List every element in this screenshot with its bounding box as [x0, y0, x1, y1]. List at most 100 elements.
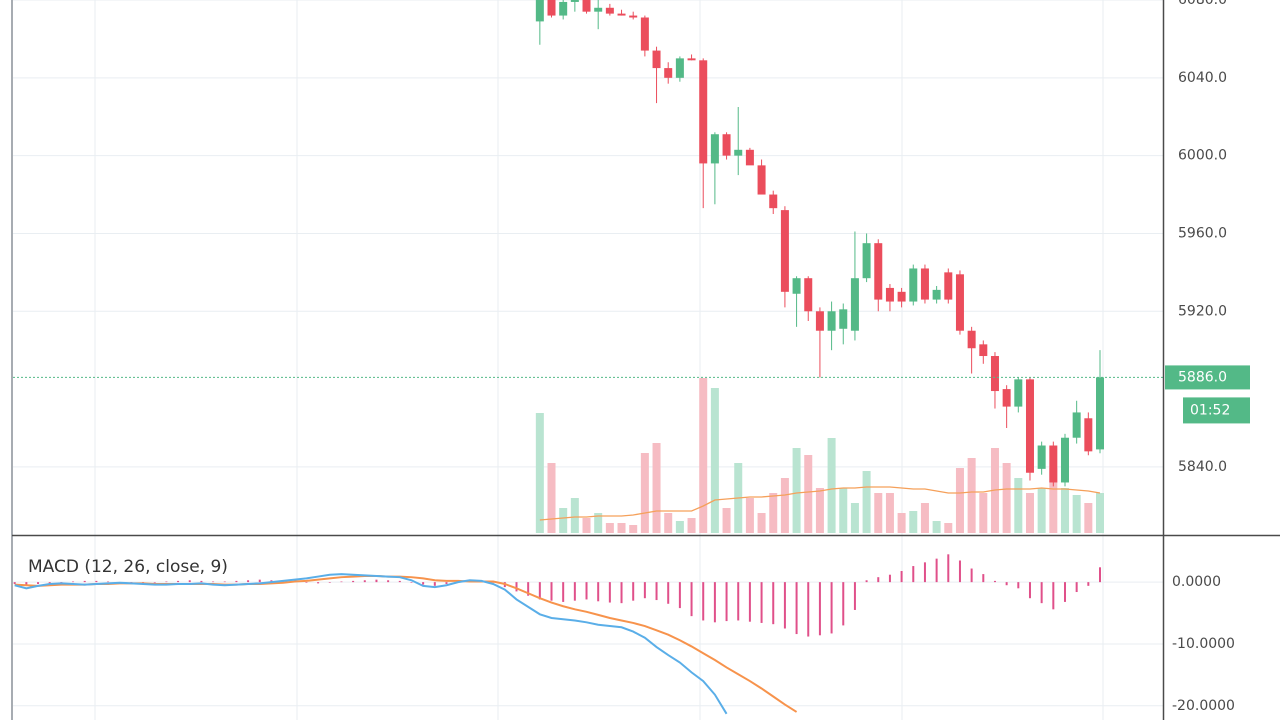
histogram-bar: [317, 582, 320, 584]
histogram-bar: [667, 582, 670, 604]
histogram-bar: [363, 580, 366, 583]
candle-body: [1002, 389, 1011, 407]
candle-body: [815, 311, 824, 331]
histogram-bar: [888, 574, 891, 583]
volume-bar: [769, 493, 778, 533]
candle-body: [1084, 418, 1093, 452]
histogram-bar: [585, 582, 588, 600]
histogram-bar: [772, 582, 775, 625]
candle-body: [897, 291, 906, 302]
histogram-bar: [643, 582, 646, 599]
macd-line: [14, 573, 728, 715]
volume-bar: [1060, 488, 1069, 533]
histogram-bar: [410, 582, 413, 583]
candle-body: [722, 134, 731, 156]
volume-bar: [687, 518, 696, 533]
macd-layer: [13, 554, 1101, 715]
histogram-bar: [72, 581, 75, 583]
histogram-bar: [982, 574, 985, 583]
histogram-bar: [212, 581, 215, 583]
candle-body: [874, 243, 883, 300]
histogram-bar: [375, 579, 378, 583]
histogram-bar: [258, 579, 261, 583]
histogram-bar: [958, 560, 961, 583]
histogram-bar: [1087, 582, 1090, 586]
volume-bar: [1084, 503, 1093, 533]
histogram-bar: [550, 582, 553, 601]
histogram-bar: [433, 582, 436, 586]
histogram-bar: [970, 568, 973, 583]
volume-bar: [652, 443, 661, 533]
candle-body: [920, 268, 929, 300]
histogram-bar: [573, 582, 576, 601]
volume-bar: [629, 525, 638, 533]
price-grid: [13, 0, 1163, 468]
candle-body: [827, 311, 836, 331]
candle-body: [804, 278, 813, 312]
last-price-label: 5886.0: [1178, 369, 1227, 385]
candle-body: [710, 134, 719, 164]
histogram-bar: [655, 582, 658, 601]
histogram-bar: [445, 582, 448, 584]
histogram-bar: [387, 580, 390, 583]
candle-body: [687, 58, 696, 61]
candle-body: [967, 330, 976, 349]
volume-bar: [792, 448, 801, 533]
countdown-label: 01:52: [1190, 402, 1230, 418]
candle-body: [1060, 437, 1069, 483]
candle-body: [629, 15, 638, 18]
histogram-bar: [947, 554, 950, 583]
candle-body: [734, 149, 743, 156]
candle-body: [1072, 412, 1081, 438]
candle-body: [570, 0, 579, 2]
volume-bar: [1049, 468, 1058, 533]
volume-bar: [1002, 463, 1011, 533]
histogram-bar: [900, 571, 903, 583]
histogram-bar: [993, 580, 996, 583]
candle-body: [979, 344, 988, 357]
volume-bar: [932, 521, 941, 533]
volume-bar: [979, 493, 988, 533]
histogram-bar: [865, 580, 868, 583]
histogram-bar: [25, 582, 28, 585]
volume-bar: [722, 508, 731, 533]
axis-labels: 5840.0 5920.0 5960.0 6000.0 6040.0 6080.0 5886…: [1165, 0, 1250, 714]
volume-bar: [582, 518, 591, 533]
volume-bar: [1072, 495, 1081, 533]
volume-bar: [617, 523, 626, 533]
y-tick-label: -20.0000: [1172, 698, 1235, 714]
volume-bar: [862, 471, 871, 533]
histogram-bar: [597, 582, 600, 602]
macd-grid: [13, 581, 1163, 707]
histogram-bar: [1075, 582, 1078, 593]
candle-body: [944, 272, 953, 300]
vertical-grid: [94, 0, 1104, 720]
candle-body: [1037, 445, 1046, 469]
volume-bar: [804, 455, 813, 533]
y-tick-label: 5920.0: [1178, 303, 1227, 319]
histogram-bar: [912, 566, 915, 583]
volume-bar: [897, 513, 906, 533]
candle-body: [780, 210, 789, 292]
candle-body: [850, 278, 859, 331]
candle-body: [605, 7, 614, 14]
histogram-bar: [760, 582, 763, 623]
histogram-bar: [690, 582, 693, 617]
histogram-bar: [783, 582, 786, 629]
histogram-bar: [818, 582, 821, 636]
volume-layer: [535, 378, 1104, 533]
volume-bar: [1025, 493, 1034, 533]
candle-body: [1096, 377, 1104, 450]
y-tick-label: 5840.0: [1178, 459, 1227, 475]
candle-body: [559, 1, 568, 16]
histogram-bar: [702, 582, 705, 621]
histogram-bar: [830, 582, 833, 634]
histogram-bar: [422, 582, 425, 585]
volume-bar: [664, 513, 673, 533]
candle-body: [909, 268, 918, 302]
y-tick-label: 6000.0: [1178, 148, 1227, 164]
volume-bar: [815, 488, 824, 533]
histogram-bar: [340, 581, 343, 583]
histogram-bar: [748, 582, 751, 622]
